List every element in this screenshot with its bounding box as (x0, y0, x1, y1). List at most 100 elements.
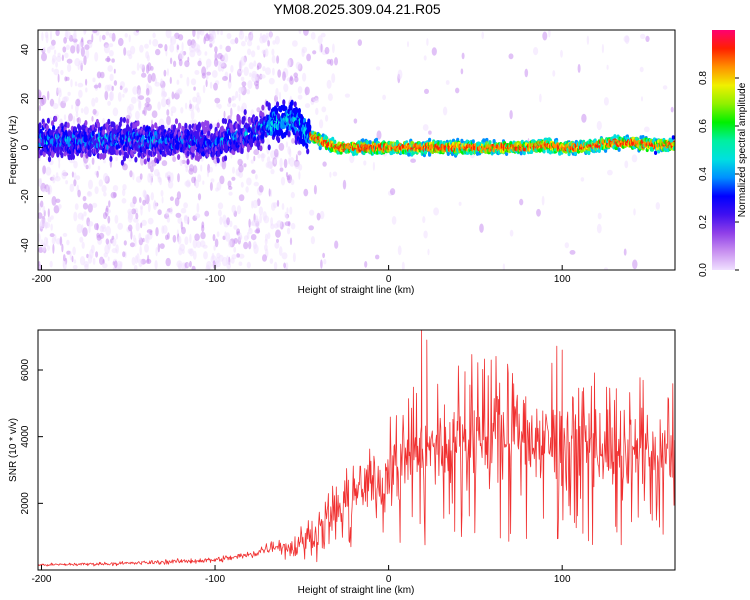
spectrogram-cell (80, 107, 84, 114)
spectrogram-cell (78, 42, 82, 51)
spectrogram-cell (54, 115, 58, 122)
spectrogram-cell (166, 109, 170, 116)
spectrogram-cell (82, 202, 89, 210)
spectrogram-cell (607, 169, 613, 176)
spectrogram-cell (122, 188, 126, 197)
spectrogram-cell (49, 260, 53, 268)
spectrogram-cell (96, 71, 102, 79)
spectrogram-cell (103, 172, 109, 183)
spectrogram-cell (96, 234, 102, 241)
spectrogram-cell (45, 124, 50, 131)
spectrogram-cell (69, 183, 75, 193)
spectrogram-cell (471, 139, 475, 144)
spectrogram-cell (78, 125, 82, 132)
spectrogram-cell (103, 192, 107, 197)
spectrogram-cell (204, 33, 210, 42)
spectrogram-cell (577, 63, 581, 73)
spectrogram-cell (202, 244, 208, 249)
spectrogram-cell (141, 219, 147, 226)
spectrogram-cell (286, 60, 291, 68)
spectrogram-cell (57, 52, 61, 58)
spectrogram-cell (78, 89, 83, 98)
spectrogram-cell (344, 93, 350, 98)
spectrogram-cell (135, 212, 139, 220)
spectrogram-cell (192, 96, 198, 103)
spectrogram-cell (88, 225, 91, 234)
spectrogram-cell (55, 30, 60, 37)
spectrogram-cell (251, 200, 254, 209)
spectrogram-cell (303, 188, 309, 197)
spectrogram-cell (223, 155, 228, 162)
spectrogram-cell (236, 253, 240, 258)
spectrogram-cell (231, 254, 237, 260)
spectrogram-cell (115, 233, 119, 240)
spectrogram-cell (238, 164, 244, 173)
spectrogram-cell (190, 78, 197, 86)
spectrogram-cell (302, 72, 307, 82)
spectrogram-cell (606, 64, 609, 70)
spectrogram-cell (228, 97, 232, 104)
spectrogram-cell (52, 174, 56, 184)
spectrogram-cell (186, 158, 190, 165)
spectrogram-cell (132, 86, 138, 95)
spectrogram-cell (195, 95, 202, 105)
spectrogram-cell (407, 41, 409, 48)
spectrogram-cell (147, 173, 152, 183)
spectrogram-cell (319, 119, 324, 129)
spectrogram-cell (135, 110, 140, 120)
spectrogram-cell (581, 113, 587, 123)
spectrogram-cell (92, 30, 98, 34)
spectrogram-cell (274, 35, 280, 45)
spectrogram-cell (58, 96, 61, 106)
spectrogram-cell (127, 224, 133, 232)
spectrogram-cell (233, 225, 238, 230)
spectrogram-cell (83, 106, 89, 115)
spectrogram-cell (189, 233, 192, 244)
spectrogram-cell (230, 65, 234, 73)
spectrogram-cell (166, 68, 169, 76)
spectrogram-cell (193, 86, 196, 91)
spectrogram-cell (301, 46, 308, 54)
spectrogram-cell (617, 147, 621, 152)
spectrogram-cell (103, 44, 110, 54)
spectrogram-cell (217, 103, 222, 110)
spectrogram-cell (174, 197, 180, 207)
spectrogram-cell (165, 234, 169, 241)
spectrogram-cell (197, 121, 201, 128)
spectrogram-cell (256, 107, 261, 113)
spectrogram-cell (187, 39, 192, 47)
spectrogram-cell (160, 78, 163, 85)
spectrogram-cell (279, 167, 284, 172)
spectrogram-cell (283, 83, 289, 93)
spectrogram-cell (228, 185, 233, 190)
spectrogram-cell (46, 155, 49, 161)
spectrogram-cell (179, 50, 185, 60)
spectrogram-cell (91, 33, 94, 43)
spectrogram-cell (247, 126, 251, 133)
spectrogram-cell (180, 207, 187, 214)
spectrogram-cell (368, 140, 372, 145)
spectrogram-cell (189, 260, 192, 268)
spectrogram-cell (178, 262, 182, 270)
spectrogram-cell (197, 193, 202, 201)
spectrogram-cell (58, 161, 61, 169)
spectrogram-cell (109, 73, 114, 82)
spectrogram-cell (92, 108, 97, 115)
spectrogram-cell (196, 92, 200, 97)
spectrogram-cell (84, 120, 88, 126)
spectrogram-cell (199, 30, 205, 36)
spectrogram-cell (645, 35, 650, 43)
spectrogram-cell (282, 71, 286, 81)
spectrogram-cell (175, 89, 182, 95)
spectrogram-cell (265, 162, 270, 168)
spectrogram-cell (157, 43, 163, 49)
spectrogram-cell (215, 187, 219, 192)
spectrogram-cell (101, 185, 107, 193)
spectrogram-cell (603, 267, 608, 270)
spectrogram-cell (93, 84, 99, 89)
spectrogram-cell (52, 243, 55, 254)
spectrogram-cell (509, 110, 513, 120)
spectrogram-cell (94, 97, 99, 103)
spectrogram-cell (140, 222, 143, 229)
spectrogram-cell (42, 205, 46, 213)
